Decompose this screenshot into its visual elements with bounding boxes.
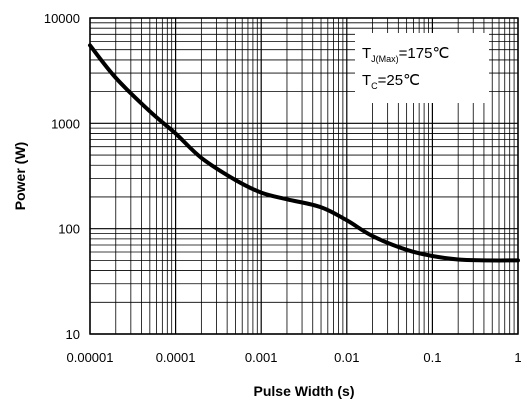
annotation-background	[355, 33, 489, 103]
x-tick-label: 0.00001	[67, 350, 114, 365]
x-tick-labels: 0.00001 0.0001 0.001 0.01 0.1 1	[67, 350, 521, 365]
y-tick-labels: 10 100 1000 10000	[44, 11, 80, 342]
series-layer	[88, 43, 520, 263]
plot-frame	[89, 17, 519, 335]
y-tick-label: 1000	[51, 116, 80, 131]
x-axis-title: Pulse Width (s)	[254, 383, 355, 399]
annotation-tj-subscript: J(Max)	[371, 54, 399, 64]
x-tick-label: 0.01	[334, 350, 359, 365]
y-tick-label: 10000	[44, 11, 80, 26]
x-tick-label: 0.0001	[156, 350, 196, 365]
y-axis-title: Power (W)	[12, 142, 28, 210]
y-tick-label: 10	[66, 327, 80, 342]
x-tick-label: 1	[514, 350, 521, 365]
annotation-tc: TC=25℃	[362, 72, 420, 91]
power-curve-line	[88, 43, 520, 263]
annotation-tj-value: =175℃	[399, 45, 450, 62]
annotation-tc-symbol: T	[362, 72, 371, 89]
y-tick-label: 100	[58, 222, 80, 237]
annotation-tj-symbol: T	[362, 45, 371, 62]
x-tick-label: 0.001	[245, 350, 278, 365]
annotation-tj: TJ(Max)=175℃	[362, 45, 449, 64]
x-tick-label: 0.1	[423, 350, 441, 365]
minor-gridlines	[90, 18, 518, 334]
annotation-tc-value: =25℃	[378, 72, 420, 89]
annotation-tc-subscript: C	[371, 81, 378, 91]
annotation-box: TJ(Max)=175℃ TC=25℃	[355, 33, 489, 103]
